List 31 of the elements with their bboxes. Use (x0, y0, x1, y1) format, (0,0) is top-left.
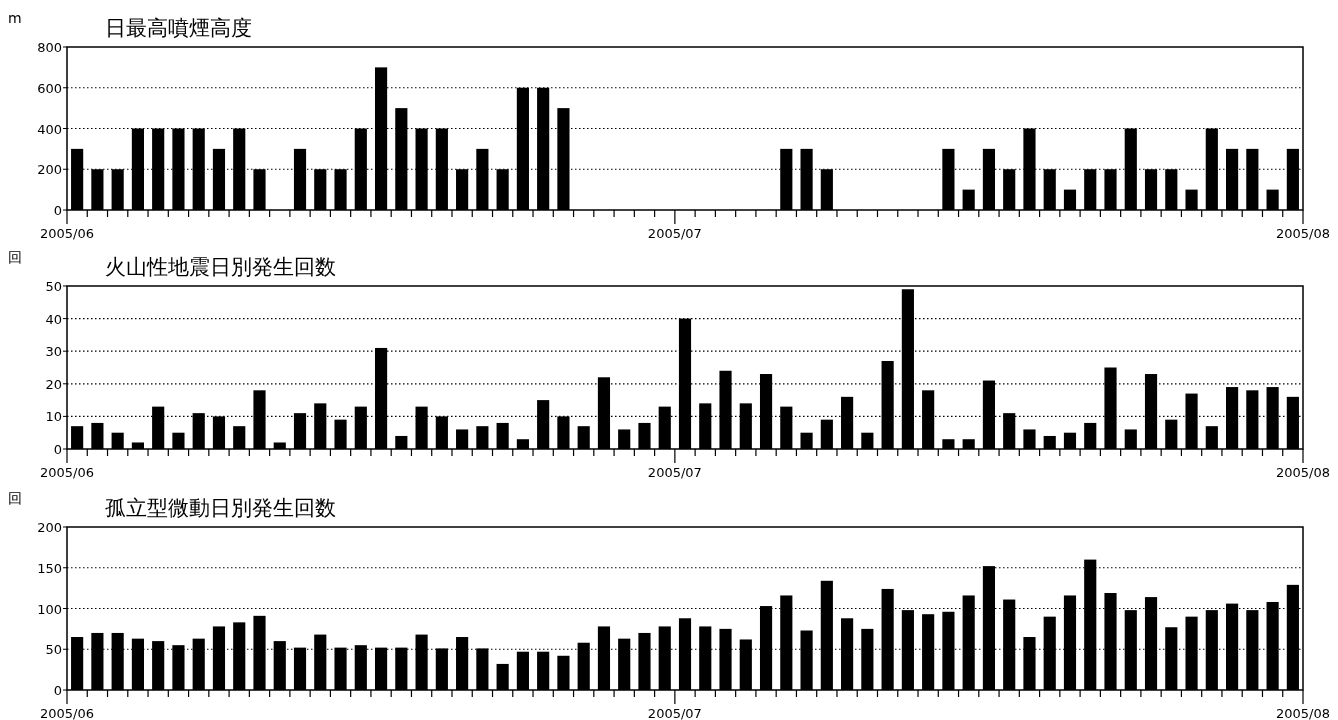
y-tick-label: 100 (37, 601, 62, 617)
x-tick-label: 2005/06 (39, 706, 95, 720)
y-tick-label: 20 (45, 376, 62, 392)
y-axis-title: 回 (8, 249, 22, 265)
y-tick-label: 30 (45, 344, 62, 360)
y-tick-label: 10 (45, 409, 62, 425)
x-tick-label: 2005/08 (1275, 465, 1331, 480)
y-tick-label: 200 (37, 520, 62, 535)
chart-title: 日最高噴煙高度 (105, 16, 252, 40)
y-tick-label: 400 (37, 121, 62, 137)
y-tick-label: 0 (53, 442, 62, 457)
y-tick-label: 800 (37, 40, 62, 55)
x-tick-label: 2005/08 (1275, 226, 1331, 241)
x-tick-label: 2005/06 (39, 226, 95, 241)
y-tick-label: 600 (37, 80, 62, 96)
y-tick-label: 50 (45, 279, 62, 294)
y-tick-label: 0 (53, 203, 62, 218)
chart-title: 火山性地震日別発生回数 (105, 255, 336, 279)
x-tick-label: 2005/07 (647, 706, 702, 720)
x-tick-label: 2005/06 (39, 465, 95, 480)
y-tick-label: 40 (45, 311, 62, 327)
y-axis-title: m (8, 10, 22, 26)
chart-title: 孤立型微動日別発生回数 (105, 496, 336, 520)
y-tick-label: 200 (37, 162, 62, 178)
y-tick-label: 150 (37, 560, 62, 576)
x-tick-label: 2005/07 (647, 226, 702, 241)
x-tick-label: 2005/07 (647, 465, 702, 480)
y-axis-title: 回 (8, 490, 22, 506)
y-tick-label: 0 (53, 683, 62, 698)
y-tick-label: 50 (45, 642, 62, 658)
x-tick-label: 2005/08 (1275, 706, 1331, 720)
